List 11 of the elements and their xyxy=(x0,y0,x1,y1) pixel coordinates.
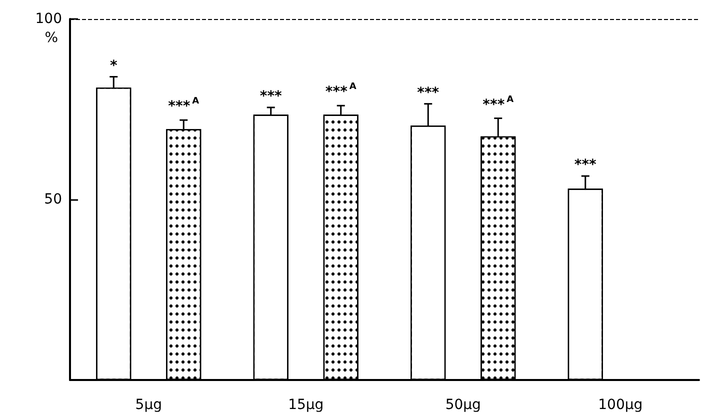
y-axis-title: % xyxy=(44,30,58,46)
x-tick-label: 15µg xyxy=(288,397,324,413)
data-label: * xyxy=(110,58,118,74)
x-tick-label: 5µg xyxy=(135,397,162,413)
data-label: *** xyxy=(417,84,440,101)
y-tick-label: 50 xyxy=(44,192,62,208)
x-tick-label: 50µg xyxy=(445,397,481,413)
data-label: *** xyxy=(574,157,598,174)
data-label: *** xyxy=(260,88,283,104)
x-tick-label: 100µg xyxy=(598,397,643,413)
y-tick-label: 100 xyxy=(35,11,62,27)
